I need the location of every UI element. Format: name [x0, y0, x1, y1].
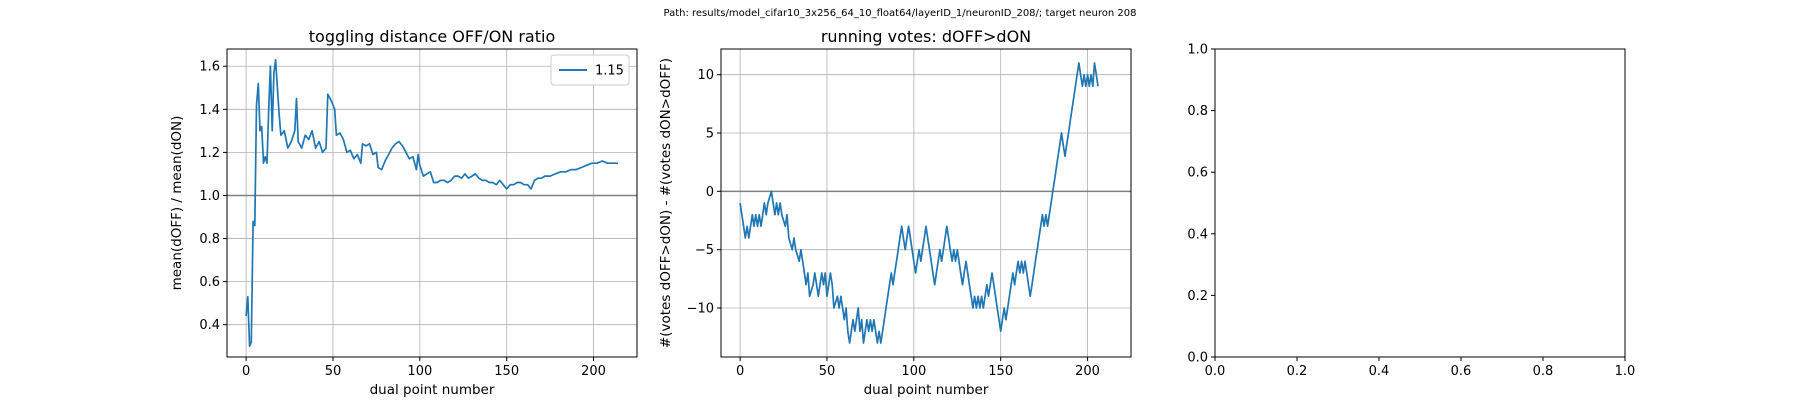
- x-axis-label: dual point number: [864, 382, 989, 398]
- x-tick-label: 150: [494, 364, 519, 379]
- y-tick-label: 0.0: [1187, 351, 1208, 366]
- y-tick-label: −10: [687, 302, 714, 317]
- axes-frame: [1214, 48, 1626, 358]
- x-tick-label: 50: [819, 364, 836, 379]
- x-axis-label: dual point number: [370, 382, 495, 398]
- x-tick-label: 0.6: [1451, 364, 1472, 379]
- x-tick-label: 0.8: [1533, 364, 1554, 379]
- chart-panel-2: 0 50 100 150 200 −10 −5 0 5 10 running votes: dOFF…: [658, 27, 1132, 398]
- x-tick-label: 100: [901, 364, 926, 379]
- figure-suptitle: Path: results/model_cifar10_3x256_64_10_…: [664, 8, 1137, 19]
- y-tick-label: 0.4: [1187, 227, 1208, 242]
- x-tick-label: 200: [1075, 364, 1100, 379]
- y-tick-label: 0.2: [1187, 289, 1208, 304]
- y-tick-label: 0.6: [199, 275, 220, 290]
- x-tick-label: 0.0: [1205, 364, 1226, 379]
- legend: 1.15: [550, 54, 630, 86]
- x-tick-label: 150: [988, 364, 1013, 379]
- x-tick-label: 50: [325, 364, 342, 379]
- x-tick-label: 0.4: [1369, 364, 1390, 379]
- series-line: [739, 62, 1099, 344]
- y-tick-label: 5: [706, 127, 714, 142]
- y-tick-label: −5: [695, 243, 714, 258]
- y-tick-label: 0.8: [1187, 104, 1208, 119]
- axes-frame: [226, 48, 638, 358]
- legend-box: [550, 54, 630, 86]
- y-tick-label: 1.0: [199, 189, 220, 204]
- y-tick-label: 1.2: [199, 146, 220, 161]
- chart-panel-1: 0 50 100 150 200 0.4 0.6 0.8 1.0 1.2 1.4 1.6 togglin…: [169, 27, 638, 398]
- chart-panel-3: 0.0 0.2 0.4 0.6 0.8 1.0 0.0 0.2 0.4 0.6 0.8 1.0: [1187, 43, 1635, 380]
- x-tick-label: 1.0: [1615, 364, 1636, 379]
- y-tick-label: 0.6: [1187, 166, 1208, 181]
- y-axis-label: mean(dOFF) / mean(dON): [169, 116, 185, 291]
- y-tick-label: 0.4: [199, 318, 220, 333]
- axes-frame: [720, 48, 1132, 358]
- x-tick-label: 100: [407, 364, 432, 379]
- legend-label: 1.15: [595, 64, 624, 79]
- y-tick-label: 10: [697, 68, 714, 83]
- y-tick-label: 0.8: [199, 232, 220, 247]
- chart-title: toggling distance OFF/ON ratio: [309, 27, 555, 46]
- series-line: [245, 58, 618, 348]
- x-tick-label: 0.2: [1287, 364, 1308, 379]
- y-tick-label: 1.4: [199, 103, 220, 118]
- x-tick-label: 0: [242, 364, 250, 379]
- chart-title: running votes: dOFF>dON: [821, 27, 1031, 46]
- y-axis-label: #(votes dOFF>dON) - #(votes dON>dOFF): [658, 58, 674, 348]
- plots: 0 50 100 150 2000.40.60.81.01.21.41.6togglin…: [169, 27, 1635, 398]
- y-tick-label: 1.0: [1187, 43, 1208, 58]
- x-tick-label: 200: [581, 364, 606, 379]
- y-tick-label: 1.6: [199, 60, 220, 75]
- y-tick-label: 0: [706, 185, 714, 200]
- x-tick-label: 0: [736, 364, 744, 379]
